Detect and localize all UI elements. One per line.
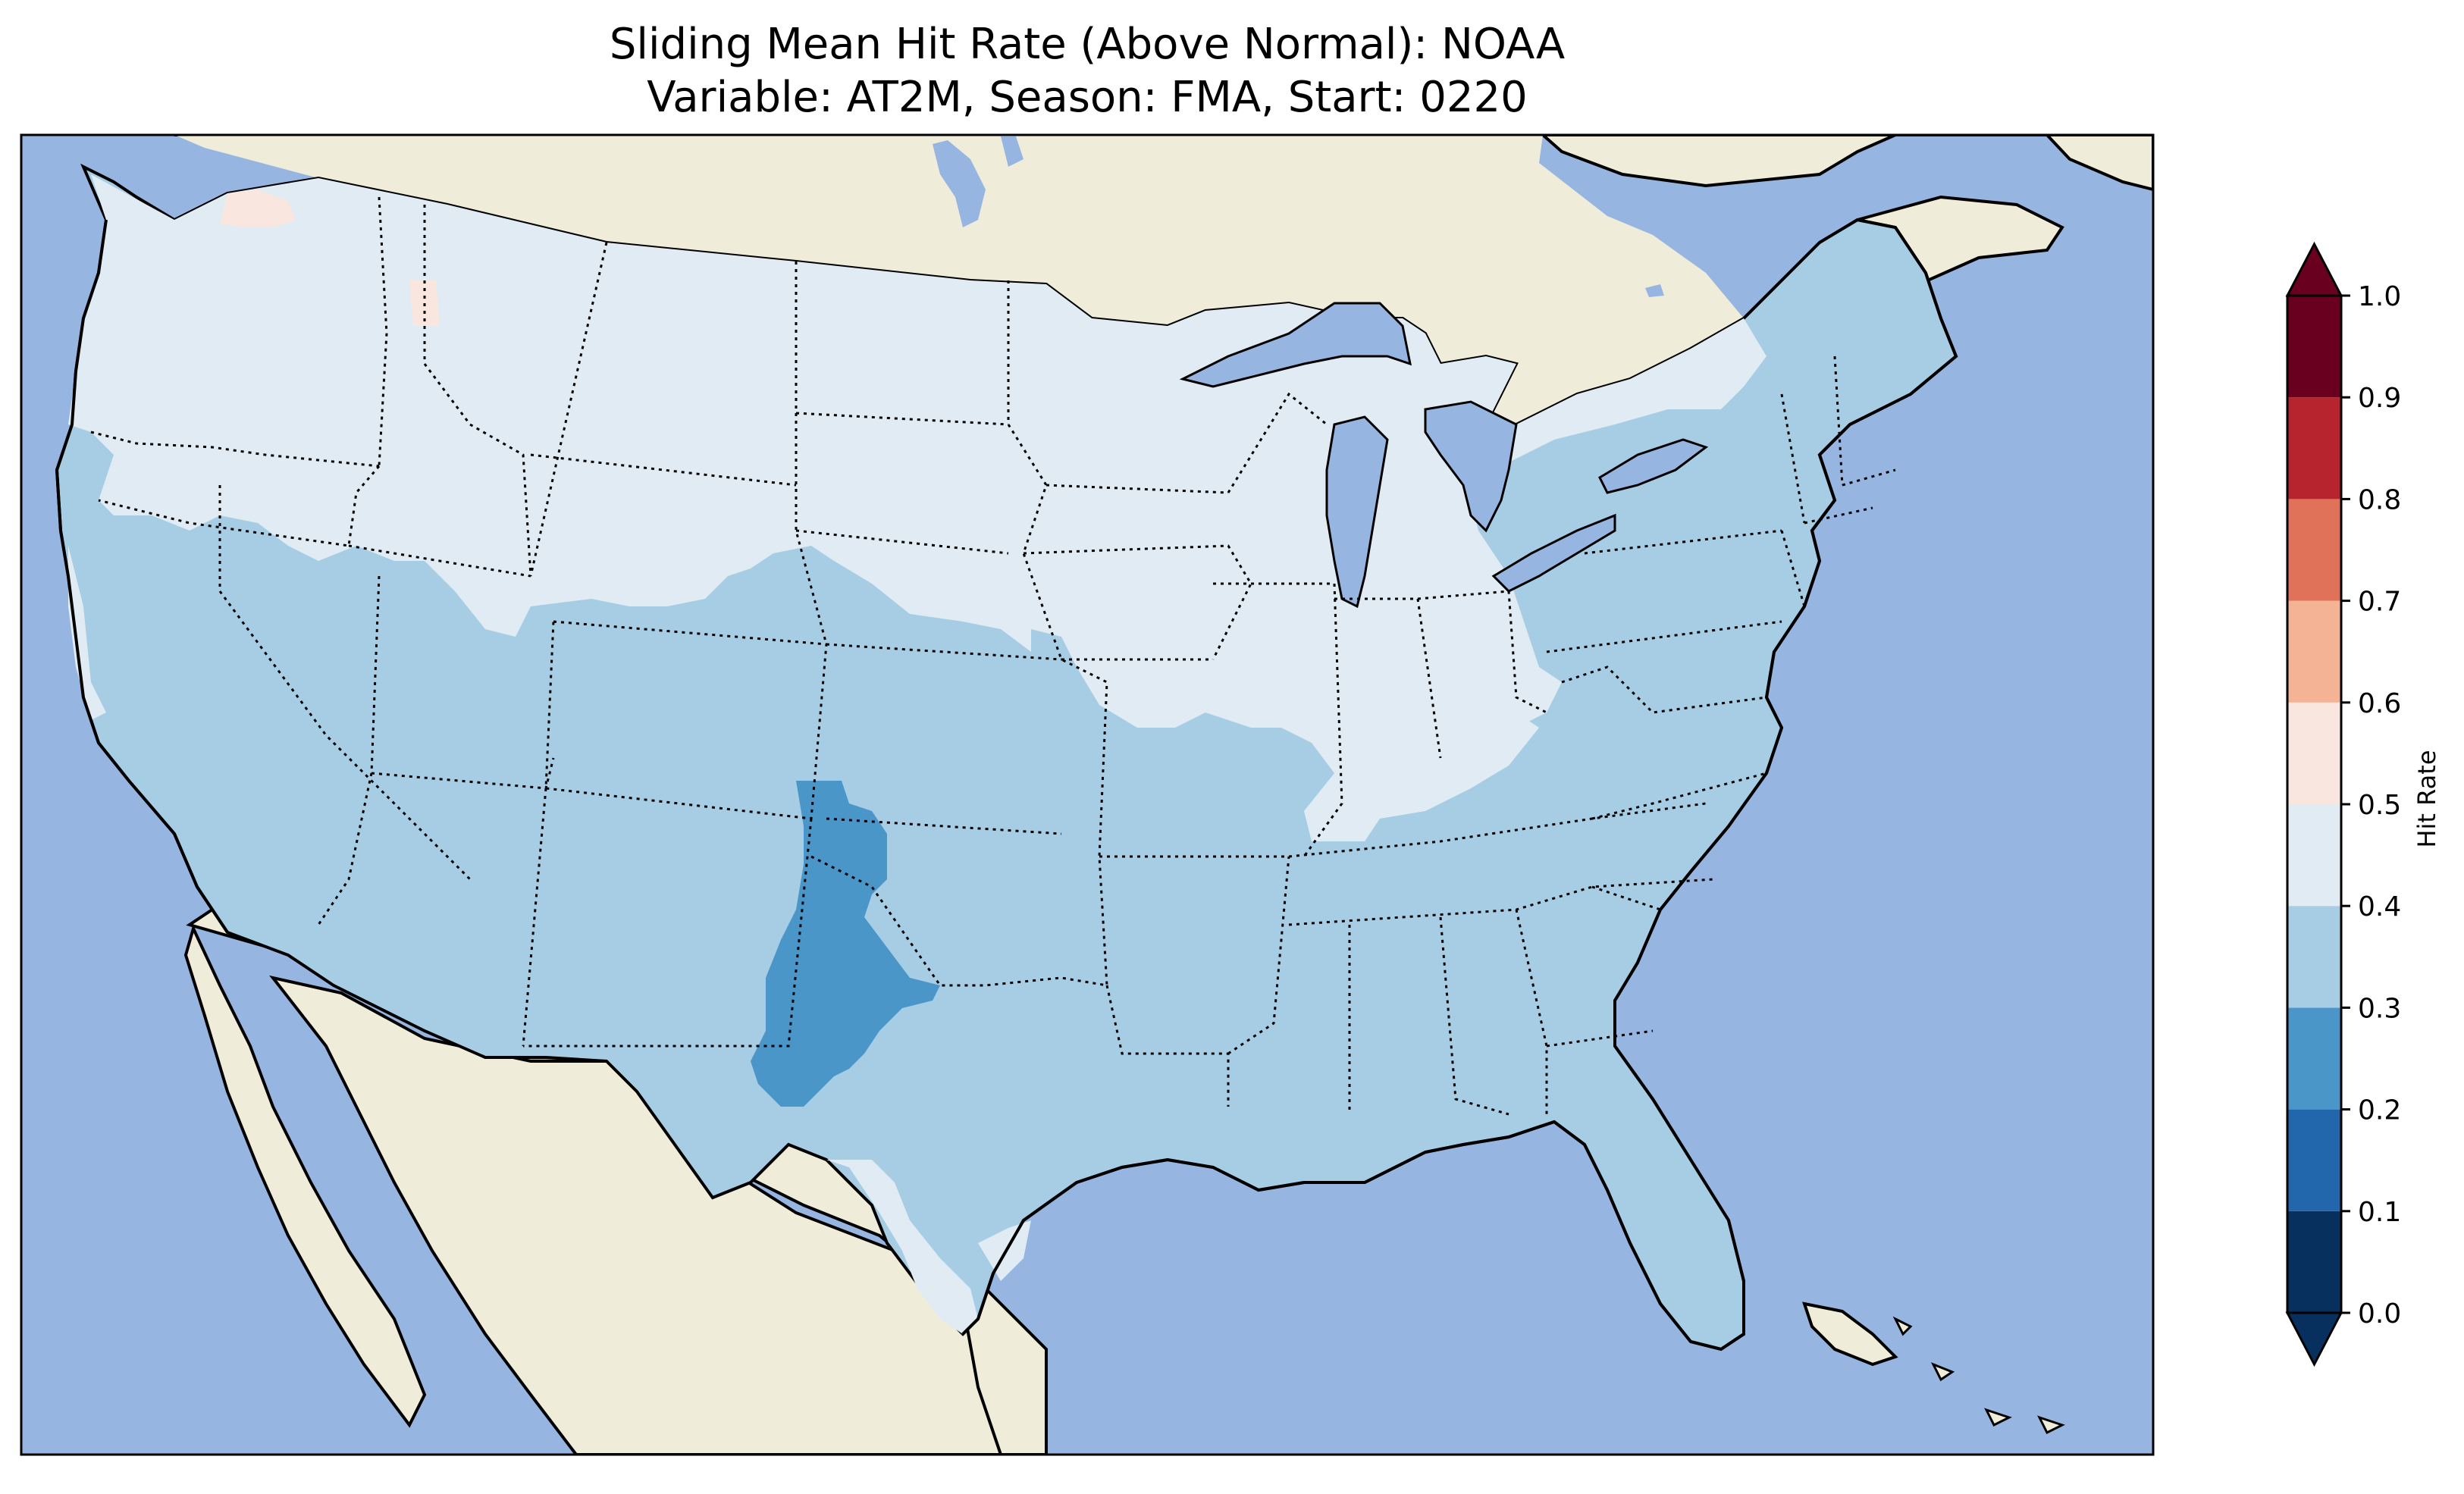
colorbar-tick-label-9: 0.9 [2358, 383, 2401, 414]
colorbar-tick-label-1: 0.1 [2358, 1197, 2401, 1228]
colorbar-extend-max [2285, 241, 2343, 297]
region-0-4-south-texas [826, 1160, 1031, 1334]
colorbar-bin-8 [2287, 397, 2341, 500]
colorbar-bin-6 [2287, 600, 2341, 703]
colorbar-label: Hit Rate [2412, 750, 2441, 847]
lake-huron [1424, 400, 1518, 533]
cuba-land [1802, 1301, 1898, 1367]
canada-lakes [933, 136, 1778, 297]
lake-superior [1179, 302, 1412, 388]
colorbar-bin-0 [2287, 1211, 2341, 1313]
colorbar-tick-label-5: 0.5 [2358, 790, 2401, 821]
region-0-4-ohio-valley [1357, 713, 1539, 819]
map-frame [20, 133, 2155, 1456]
bahamas-land [1892, 1316, 2065, 1435]
mexico-mainland [269, 975, 1003, 1455]
chart-title-line-2: Variable: AT2M, Season: FMA, Start: 0220 [647, 73, 1528, 122]
colorbar-tick-label-3: 0.3 [2358, 993, 2401, 1024]
colorbar-bin-1 [2287, 1109, 2341, 1211]
canada-south-land [174, 135, 1744, 447]
colorbar-tick-label-8: 0.8 [2358, 484, 2401, 515]
colorbar-tick-label-7: 0.7 [2358, 587, 2401, 618]
state-borders [90, 196, 1896, 1116]
colorbar-bin-9 [2287, 296, 2341, 398]
us-coastline [55, 218, 1958, 1351]
colorbar-bin-4 [2287, 804, 2341, 907]
baja-california-land [183, 924, 427, 1428]
chart-title-line-1: Sliding Mean Hit Rate (Above Normal): NO… [609, 20, 1566, 69]
lake-ontario [1598, 438, 1709, 494]
colorbar-tick-label-4: 0.4 [2358, 891, 2401, 922]
colorbar-extend-min [2285, 1311, 2343, 1367]
colorbar-bin-3 [2287, 906, 2341, 1008]
lake-michigan [1325, 415, 1389, 609]
colorbar-tick-label-10: 1.0 [2358, 281, 2401, 312]
colorbar-bin-2 [2287, 1007, 2341, 1110]
region-0-5-puget [220, 189, 296, 227]
region-0-4-ca-coast [68, 546, 106, 720]
lake-erie [1491, 513, 1616, 593]
colorbar-bin-5 [2287, 702, 2341, 804]
colorbar-bin-7 [2287, 499, 2341, 601]
region-0-2-high-plains [751, 781, 940, 1107]
colorbar-tick-label-6: 0.6 [2358, 688, 2401, 719]
colorbar-tick-label-2: 0.2 [2358, 1095, 2401, 1126]
colorbar-tick-label-0: 0.0 [2358, 1298, 2401, 1330]
